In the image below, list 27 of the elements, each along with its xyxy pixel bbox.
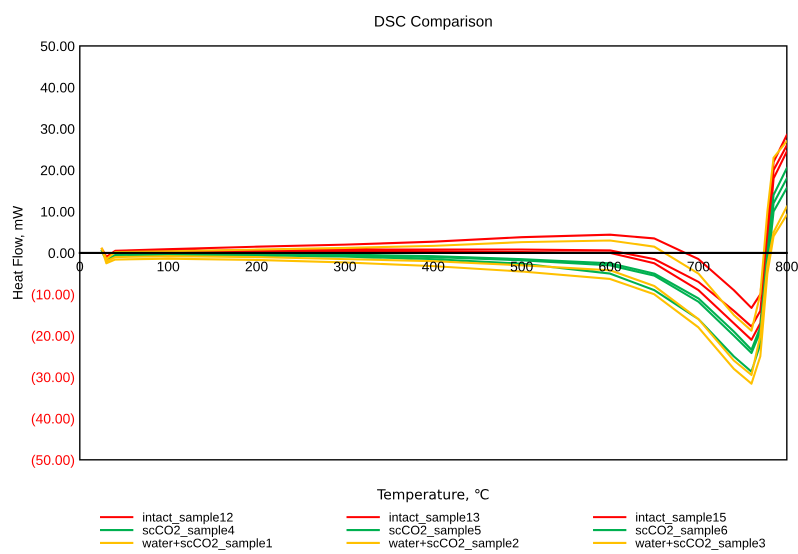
legend-label: water+scCO2_sample2 [388, 538, 518, 550]
legend-label: scCO2_sample5 [389, 525, 481, 538]
x-axis-title: Temperature, ℃ [377, 489, 489, 502]
y-tick-label: (20.00) [32, 330, 74, 344]
y-tick-label: 10.00 [41, 206, 74, 217]
legend-label: scCO2_sample6 [636, 525, 728, 538]
y-tick-label: 50.00 [40, 41, 74, 52]
x-tick-label: 300 [334, 262, 356, 272]
legend-label: intact_sample15 [636, 512, 726, 524]
chart-title: DSC Comparison [375, 15, 492, 30]
x-tick-label: 200 [246, 262, 268, 272]
y-tick-label: 30.00 [40, 124, 74, 134]
legend-label: intact_sample12 [143, 512, 233, 524]
x-tick-label: 100 [158, 262, 180, 272]
legend-label: water+scCO2_sample1 [142, 538, 272, 550]
y-tick-label: 20.00 [40, 165, 74, 176]
y-tick-label: (30.00) [32, 372, 74, 385]
y-tick-label: (50.00) [32, 454, 74, 468]
legend-label: intact_sample13 [390, 512, 480, 524]
y-axis-title: Heat Flow, mW [12, 206, 24, 299]
y-tick-label: 0.00 [48, 248, 74, 258]
y-tick-label: 40.00 [40, 82, 74, 93]
legend-label: scCO2_sample4 [142, 525, 234, 538]
x-tick-label: 600 [599, 262, 622, 272]
y-tick-label: (40.00) [32, 413, 74, 426]
y-tick-label: (10.00) [32, 289, 74, 302]
legend-label: water+scCO2_sample3 [635, 538, 766, 550]
